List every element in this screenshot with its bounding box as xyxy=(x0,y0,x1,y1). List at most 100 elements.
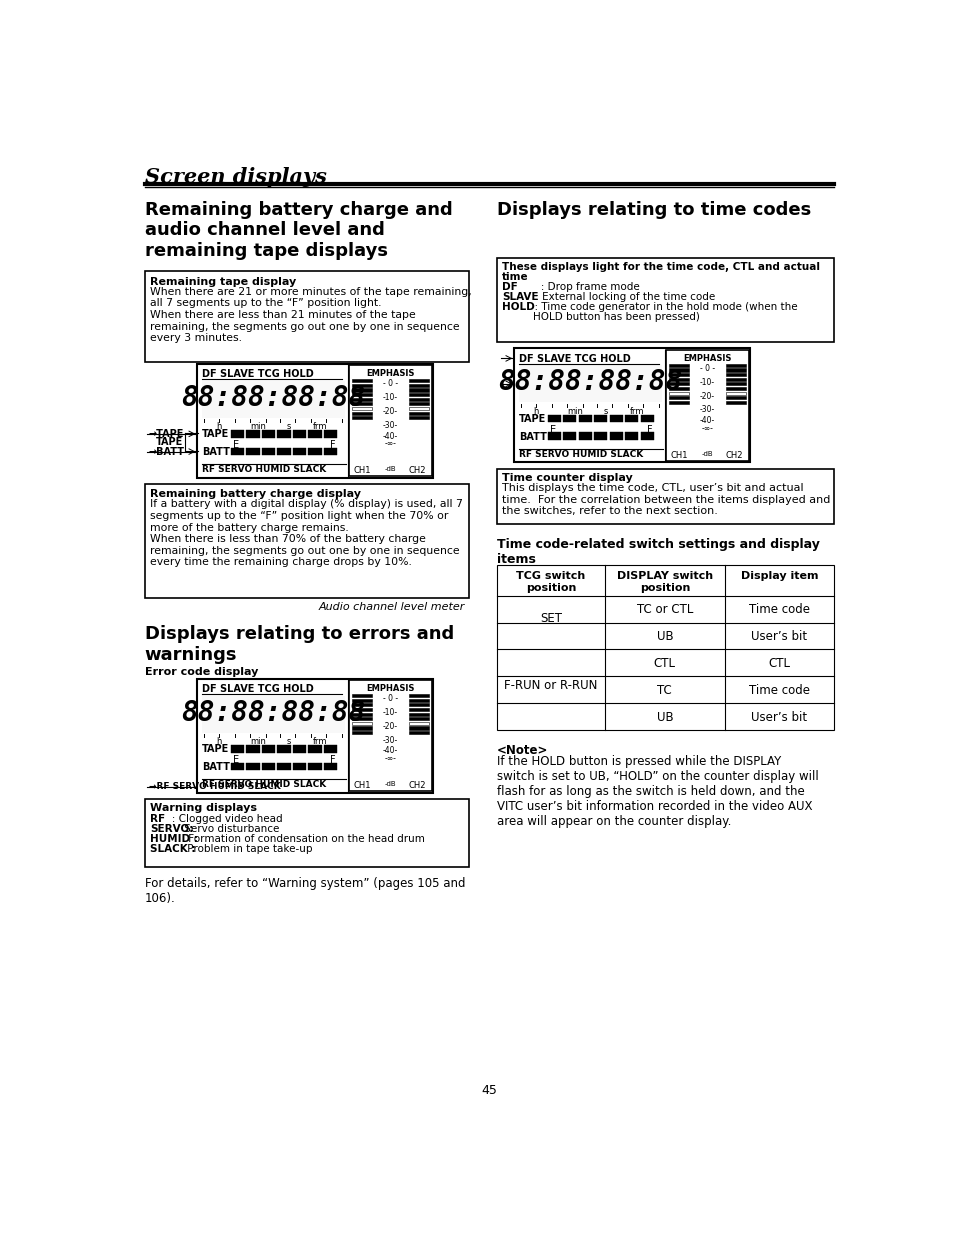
Bar xyxy=(202,380,344,417)
Bar xyxy=(323,745,336,752)
Bar xyxy=(145,799,468,867)
Bar xyxy=(261,763,274,771)
Text: -40-: -40- xyxy=(382,746,397,756)
Text: frm: frm xyxy=(313,737,327,746)
Text: BATT: BATT xyxy=(202,447,230,457)
Bar xyxy=(352,411,372,415)
Text: If the HOLD button is pressed while the DISPLAY
switch is set to UB, “HOLD” on t: If the HOLD button is pressed while the … xyxy=(497,755,818,827)
Bar xyxy=(308,430,321,437)
Bar xyxy=(725,383,745,385)
Text: -10-: -10- xyxy=(700,378,715,387)
Bar xyxy=(293,448,306,456)
Text: Problem in tape take-up: Problem in tape take-up xyxy=(183,845,312,855)
Text: User’s bit: User’s bit xyxy=(751,630,807,643)
Bar xyxy=(668,387,688,390)
Text: TAPE: TAPE xyxy=(156,436,183,447)
Bar xyxy=(668,401,688,404)
Bar xyxy=(409,403,429,405)
Text: Display item: Display item xyxy=(740,571,818,580)
Bar xyxy=(640,432,654,440)
Text: When there are 21 or more minutes of the tape remaining,
all 7 segments up to th: When there are 21 or more minutes of the… xyxy=(150,287,472,343)
Bar xyxy=(293,745,306,752)
Text: -20-: -20- xyxy=(382,721,397,731)
Text: TAPE: TAPE xyxy=(202,745,229,755)
Bar xyxy=(196,364,433,478)
Bar xyxy=(666,350,748,461)
Bar xyxy=(352,389,372,391)
Text: -40-: -40- xyxy=(382,431,397,441)
Text: E: E xyxy=(233,440,239,450)
Text: : Clogged video head: : Clogged video head xyxy=(162,814,282,824)
Bar xyxy=(497,564,833,730)
Text: TC: TC xyxy=(657,684,672,697)
Bar xyxy=(277,448,291,456)
Bar xyxy=(246,745,259,752)
Bar xyxy=(409,699,429,701)
Text: CH2: CH2 xyxy=(408,782,425,790)
Text: DF: DF xyxy=(501,282,517,293)
Text: Remaining tape display: Remaining tape display xyxy=(150,277,296,287)
Bar xyxy=(352,713,372,716)
Bar xyxy=(352,718,372,720)
Text: s: s xyxy=(603,406,607,416)
Text: This displays the time code, CTL, user’s bit and actual
time.  For the correlati: This displays the time code, CTL, user’s… xyxy=(501,483,830,516)
Text: Remaining battery charge and
audio channel level and
remaining tape displays: Remaining battery charge and audio chann… xyxy=(145,200,452,261)
Bar xyxy=(594,415,607,422)
Bar xyxy=(409,704,429,706)
Bar xyxy=(725,364,745,367)
Bar xyxy=(277,745,291,752)
Text: →TAPE: →TAPE xyxy=(149,429,184,438)
Bar xyxy=(668,368,688,372)
Bar xyxy=(725,373,745,377)
Text: User’s bit: User’s bit xyxy=(751,711,807,724)
Bar xyxy=(409,393,429,396)
Bar xyxy=(261,448,274,456)
Text: F-RUN or R-RUN: F-RUN or R-RUN xyxy=(504,679,597,692)
Text: SERVO:: SERVO: xyxy=(150,824,193,835)
Bar xyxy=(349,366,431,477)
Text: -dB: -dB xyxy=(384,782,395,787)
Bar xyxy=(668,396,688,399)
Bar xyxy=(609,415,622,422)
Bar xyxy=(352,721,372,725)
Text: SLACK :: SLACK : xyxy=(150,845,195,855)
Text: These displays light for the time code, CTL and actual: These displays light for the time code, … xyxy=(501,262,820,272)
Bar xyxy=(409,713,429,716)
Bar xyxy=(409,384,429,387)
Bar xyxy=(352,406,372,410)
Text: Formation of condensation on the head drum: Formation of condensation on the head dr… xyxy=(185,835,424,845)
Text: Servo disturbance: Servo disturbance xyxy=(181,824,279,835)
Text: h: h xyxy=(216,737,222,746)
Text: RF SERVO HUMID SLACK: RF SERVO HUMID SLACK xyxy=(518,450,642,459)
Bar xyxy=(352,704,372,706)
Bar xyxy=(668,373,688,377)
Bar xyxy=(308,448,321,456)
Bar xyxy=(668,378,688,380)
Text: s: s xyxy=(287,422,291,431)
Bar xyxy=(409,398,429,401)
Bar xyxy=(624,415,638,422)
Bar xyxy=(352,393,372,396)
Text: TAPE: TAPE xyxy=(202,430,229,440)
Bar xyxy=(323,763,336,771)
Text: Time counter display: Time counter display xyxy=(501,473,632,483)
Text: F: F xyxy=(330,755,335,764)
Bar xyxy=(725,368,745,372)
Bar xyxy=(609,432,622,440)
Bar xyxy=(352,384,372,387)
Text: : Drop frame mode: : Drop frame mode xyxy=(517,282,639,293)
Text: -10-: -10- xyxy=(382,708,397,718)
Text: Error code display: Error code display xyxy=(145,667,258,677)
Bar xyxy=(352,731,372,734)
Text: min: min xyxy=(250,737,266,746)
Text: 88:88:88:88: 88:88:88:88 xyxy=(181,699,365,726)
Bar xyxy=(196,679,433,793)
Text: CH1: CH1 xyxy=(353,466,371,475)
Text: HOLD: HOLD xyxy=(501,303,535,312)
Bar xyxy=(409,726,429,730)
Text: TAPE: TAPE xyxy=(518,414,546,424)
Text: CH2: CH2 xyxy=(724,451,742,459)
Text: -∞-: -∞- xyxy=(700,424,713,432)
Bar xyxy=(352,694,372,698)
Bar xyxy=(323,430,336,437)
